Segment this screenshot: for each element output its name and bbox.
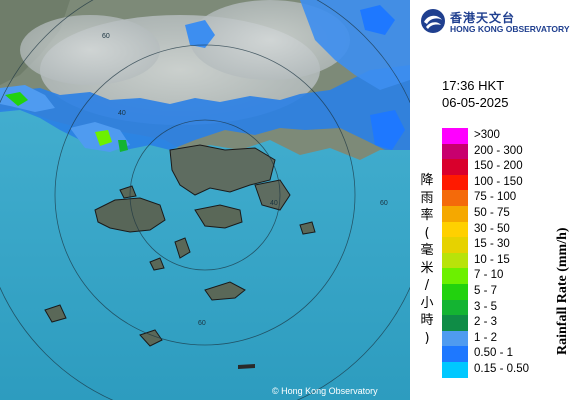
unit-label-glyph: 時: [420, 313, 434, 328]
legend-item: 7 - 10: [442, 268, 554, 284]
range-rings: [0, 0, 410, 400]
legend-range-label: 2 - 3: [474, 316, 498, 329]
land-outlying-island: [44, 304, 67, 323]
legend-color-swatch: [442, 252, 468, 269]
legend-color-swatch: [442, 283, 468, 300]
land-sai-kung: [254, 179, 291, 211]
land-outlying-island: [299, 221, 316, 235]
legend-item: 150 - 200: [442, 159, 554, 175]
legend-color-swatch: [442, 190, 468, 206]
rainfall-rate-scale: >300 200 - 300 150 - 200 100 - 150 75 - 100 5…: [442, 128, 554, 378]
legend-item: 100 - 150: [442, 174, 554, 191]
legend-range-label: 200 - 300: [474, 144, 523, 157]
rain-echo: [95, 130, 112, 146]
legend-range-label: 30 - 50: [474, 222, 510, 235]
legend-panel: 香港天文台 HONG KONG OBSERVATORY 17:36 HKT 06…: [410, 0, 577, 400]
unit-label-glyph: 小: [420, 295, 434, 311]
copyright-notice: © Hong Kong Observatory: [272, 386, 378, 396]
legend-item: 75 - 100: [442, 190, 554, 206]
land-outlying-island: [238, 364, 255, 369]
rain-echo: [185, 20, 215, 48]
legend-color-swatch: [442, 159, 468, 175]
radar-map-canvas: 60 40 60 60 40: [0, 0, 410, 400]
range-ring-label: 40: [118, 110, 126, 117]
legend-color-swatch: [442, 205, 468, 222]
range-ring-label: 60: [198, 320, 206, 327]
hko-name-english: HONG KONG OBSERVATORY: [450, 24, 570, 34]
legend-color-swatch: [442, 315, 468, 331]
legend-range-label: 5 - 7: [474, 284, 498, 297]
hko-emblem-icon: [421, 9, 445, 33]
legend-range-label: 15 - 30: [474, 238, 510, 251]
unit-label-english: Rainfall Rate (mm/h): [555, 227, 570, 355]
legend-color-swatch: [442, 330, 468, 347]
legend-color-swatch: [442, 361, 468, 378]
hko-logo: 香港天文台 HONG KONG OBSERVATORY: [416, 6, 576, 36]
rain-echo: [0, 85, 55, 112]
legend-range-label: 150 - 200: [474, 160, 523, 173]
legend-range-label: 75 - 100: [474, 191, 517, 204]
legend-color-swatch: [442, 237, 468, 253]
legend-item: 200 - 300: [442, 143, 554, 160]
legend-range-label: >300: [474, 129, 500, 141]
rain-echo: [370, 110, 405, 150]
legend-item: 15 - 30: [442, 237, 554, 253]
land-outlying-island: [204, 281, 246, 301]
legend-color-swatch: [442, 221, 468, 238]
land-new-territories: [169, 144, 276, 196]
rain-echo: [360, 5, 395, 35]
range-ring-label: 60: [380, 200, 388, 207]
legend-color-swatch: [442, 346, 468, 362]
land-lantau-island: [94, 197, 166, 233]
unit-label-glyph: /: [424, 278, 430, 293]
legend-item: 10 - 15: [442, 252, 554, 269]
unit-label-glyph: 降: [420, 173, 434, 188]
unit-label-glyph: 率: [420, 208, 434, 223]
legend-item: 1 - 2: [442, 330, 554, 347]
land-lamma-island: [174, 237, 191, 259]
rain-echo: [118, 140, 128, 152]
legend-item: 3 - 5: [442, 299, 554, 316]
legend-color-swatch: [442, 268, 468, 284]
rain-echo: [5, 92, 28, 106]
legend-range-label: 7 - 10: [474, 269, 504, 282]
legend-color-swatch: [442, 299, 468, 316]
unit-label-glyph: 毫: [420, 243, 434, 258]
unit-label-glyph: 米: [420, 260, 434, 276]
legend-range-label: 100 - 150: [474, 175, 523, 188]
unit-label-glyph: 雨: [420, 190, 434, 206]
cloud-cover: [20, 15, 160, 85]
legend-range-label: 0.50 - 1: [474, 347, 513, 360]
legend-item: 2 - 3: [442, 315, 554, 331]
land-outlying-island: [139, 329, 163, 347]
land-hong-kong-island: [194, 204, 243, 229]
range-ring-label: 40: [270, 200, 278, 207]
legend-range-label: 3 - 5: [474, 300, 498, 313]
legend-range-label: 50 - 75: [474, 206, 510, 219]
unit-label-glyph: (: [424, 225, 430, 241]
hko-name-chinese: 香港天文台: [450, 11, 516, 25]
legend-color-swatch: [442, 174, 468, 191]
legend-item: 0.15 - 0.50: [442, 361, 554, 378]
range-ring-label: 60: [102, 33, 110, 40]
unit-label-glyph: ): [424, 330, 430, 346]
legend-item: 30 - 50: [442, 221, 554, 238]
land-outlying-island: [119, 185, 137, 199]
radar-date: 06-05-2025: [442, 95, 509, 110]
legend-range-label: 10 - 15: [474, 253, 510, 266]
legend-item: 50 - 75: [442, 205, 554, 222]
unit-label-chinese: 降雨率 ( 毫米 / 小時): [418, 172, 436, 347]
legend-color-swatch: [442, 128, 468, 144]
legend-item: 0.50 - 1: [442, 346, 554, 362]
radar-map: 60 40 60 60 40 © Hong Kong Observatory: [0, 0, 410, 400]
legend-range-label: 1 - 2: [474, 331, 498, 344]
radar-time: 17:36 HKT: [442, 78, 505, 93]
legend-color-swatch: [442, 143, 468, 160]
legend-item: 5 - 7: [442, 283, 554, 300]
land-outlying-island: [149, 257, 165, 271]
legend-range-label: 0.15 - 0.50: [474, 362, 529, 375]
legend-item: >300: [442, 128, 554, 144]
